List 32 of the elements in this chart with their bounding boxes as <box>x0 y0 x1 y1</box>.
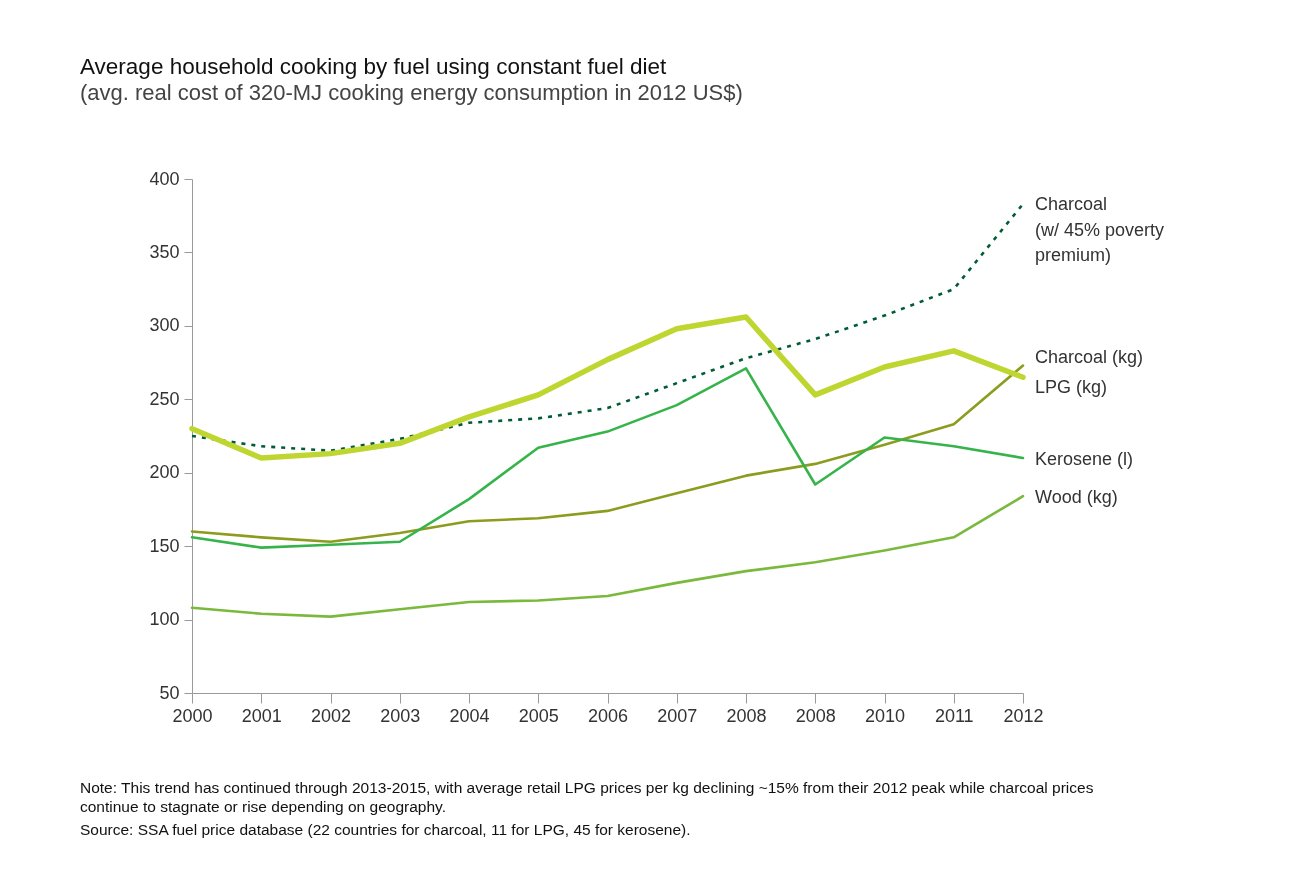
x-tick-label: 2002 <box>310 705 352 726</box>
source-note: Source: SSA fuel price database (22 countries for charcoal, 11 for LPG, 45 for kerosene). <box>80 821 691 838</box>
x-tick-label: 2006 <box>587 705 629 726</box>
y-tick-label: 350 <box>149 241 180 262</box>
y-tick-label: 100 <box>149 609 180 630</box>
x-tick-label: 2008 <box>795 705 836 726</box>
x-tick-label: 2007 <box>657 705 698 726</box>
y-tick-label: 200 <box>149 462 180 483</box>
chart-title: Average household cooking by fuel using constant fuel diet <box>80 53 667 79</box>
x-tick-label: 2001 <box>241 705 282 726</box>
x-tick-label: 2008 <box>726 705 767 726</box>
x-tick-label: 2000 <box>172 705 213 726</box>
y-tick-label: 150 <box>149 535 180 556</box>
series-label: Wood (kg) <box>1035 486 1118 507</box>
x-tick-label: 2003 <box>380 705 421 726</box>
x-tick-label: 2005 <box>518 705 559 726</box>
y-tick-label: 400 <box>149 168 180 189</box>
line-series <box>190 202 1025 452</box>
y-tick-label: 50 <box>159 682 180 703</box>
text: Note: This trend has continued through 2013-2015, with average retail LPG prices per kg declining ~15% from their 2012 peak while charcoal prices continue to stagnate or rise depending on geography. <box>80 779 1094 815</box>
chart-subtitle: (avg. real cost of 320-MJ cooking energy consumption in 2012 US$) <box>80 80 743 105</box>
x-tick-label: 2004 <box>449 705 490 726</box>
y-tick-label: 300 <box>149 315 180 336</box>
line-series <box>190 494 1025 618</box>
series-label: Charcoal (w/ 45% poverty premium) <box>1035 194 1165 266</box>
x-tick-label: 2010 <box>864 705 906 726</box>
y-tick-label: 250 <box>149 388 180 409</box>
x-tick-label: 2012 <box>1003 705 1044 726</box>
series-label: LPG (kg) <box>1035 376 1108 397</box>
x-tick-label: 2011 <box>934 705 974 726</box>
series-label: Charcoal (kg) <box>1035 346 1144 367</box>
series-label: Kerosene (l) <box>1035 448 1134 469</box>
